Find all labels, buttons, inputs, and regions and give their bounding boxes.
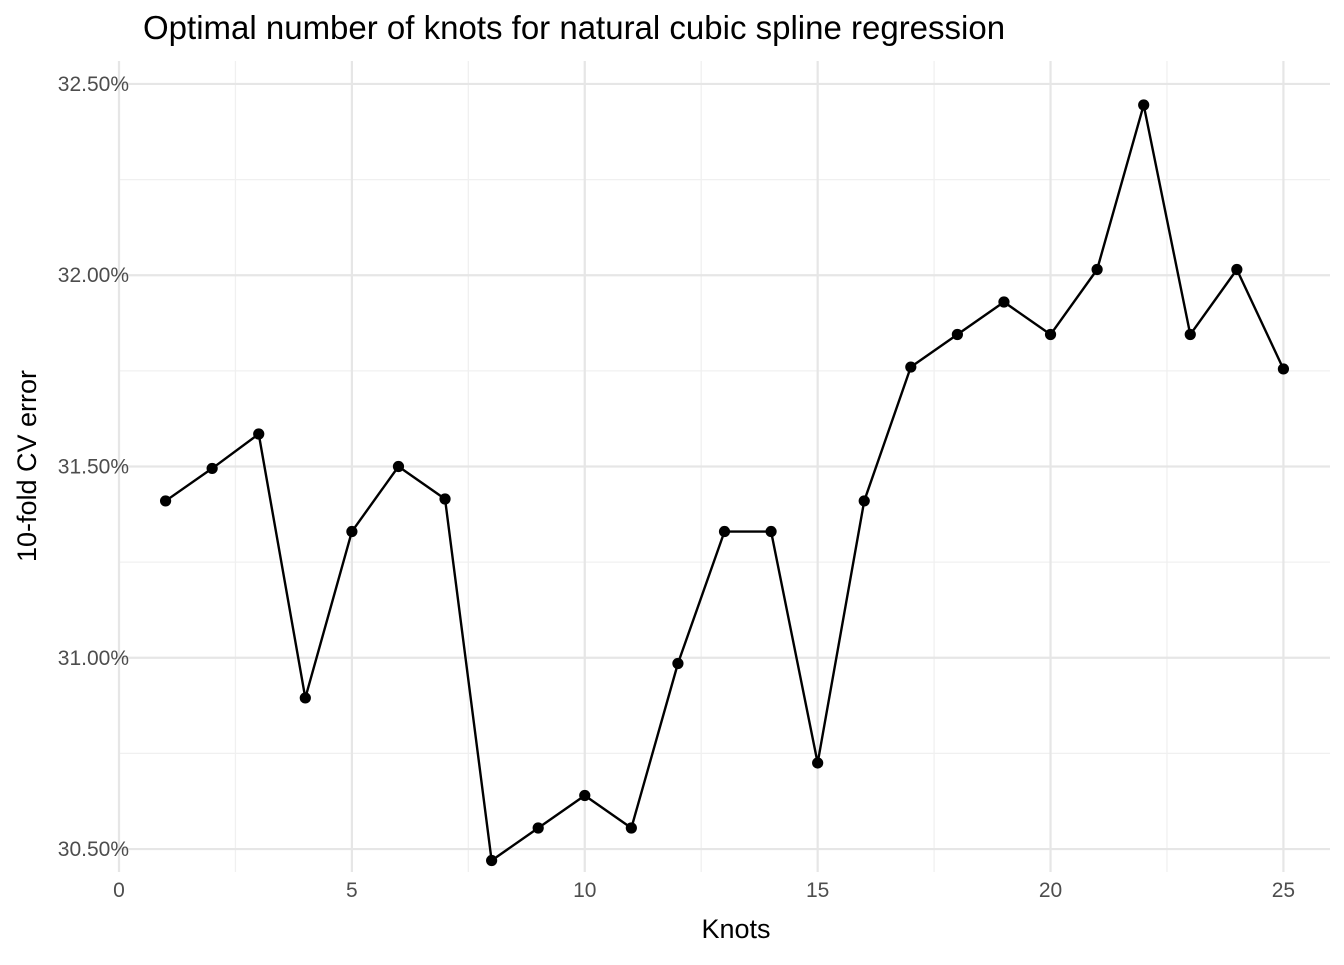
x-tick-label: 5 <box>346 879 358 902</box>
x-axis-title: Knots <box>701 914 770 944</box>
data-point <box>392 460 405 473</box>
chart-title: Optimal number of knots for natural cubi… <box>143 9 1005 46</box>
data-point <box>905 361 917 373</box>
y-tick-label: 32.00% <box>58 264 129 287</box>
data-point <box>299 692 311 704</box>
data-point <box>1277 363 1290 375</box>
y-axis-ticks: 30.50% 31.00% 31.50% 32.00% 32.50% <box>58 73 129 861</box>
series-line <box>164 103 1285 862</box>
data-point <box>486 854 498 867</box>
data-point <box>532 822 544 834</box>
data-point <box>718 525 731 538</box>
x-tick-label: 10 <box>573 879 596 902</box>
data-point <box>253 428 265 440</box>
data-point <box>672 657 684 670</box>
y-tick-label: 30.50% <box>58 838 129 861</box>
y-tick-label: 31.50% <box>58 456 129 479</box>
data-point <box>439 493 451 505</box>
data-point <box>579 789 591 802</box>
y-tick-label: 31.00% <box>58 647 129 670</box>
x-axis-ticks: 0 5 10 15 20 25 <box>113 879 1295 902</box>
data-point <box>765 525 777 538</box>
y-axis-title: 10-fold CV error <box>12 370 42 562</box>
x-tick-label: 25 <box>1272 879 1295 902</box>
data-point <box>159 495 172 507</box>
data-point <box>1138 99 1150 111</box>
data-point <box>625 822 637 834</box>
data-point <box>1231 263 1243 276</box>
data-point <box>1091 263 1103 276</box>
data-point <box>1184 328 1196 341</box>
x-tick-label: 20 <box>1039 879 1062 902</box>
data-point <box>812 757 824 769</box>
data-point <box>951 328 963 341</box>
data-point <box>998 296 1010 308</box>
series <box>159 99 1290 867</box>
data-point <box>858 495 870 507</box>
data-point <box>1044 328 1057 341</box>
data-point <box>346 525 358 538</box>
grid <box>117 61 1330 872</box>
data-point <box>206 462 218 475</box>
y-tick-label: 32.50% <box>58 73 129 96</box>
x-tick-label: 0 <box>113 879 125 902</box>
x-tick-label: 15 <box>806 879 829 902</box>
